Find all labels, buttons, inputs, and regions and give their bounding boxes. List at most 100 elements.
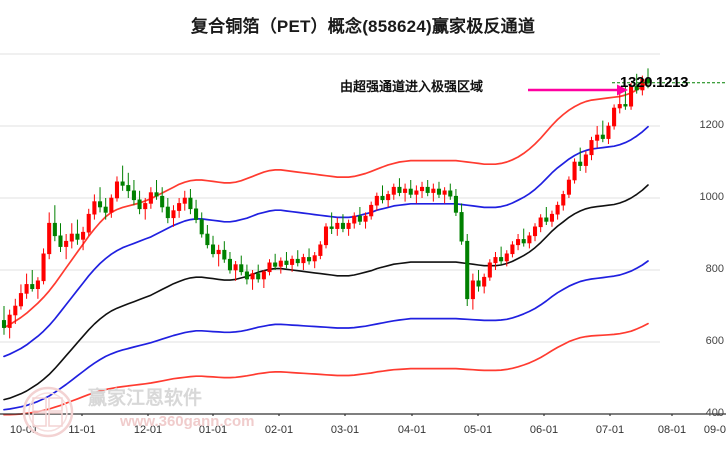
x-axis-tick-label: 07-01 <box>595 424 625 436</box>
chart-plot-area <box>0 44 726 416</box>
candlestick <box>589 136 594 161</box>
x-axis-tick-label: 02-01 <box>264 424 294 436</box>
candlestick <box>143 198 148 220</box>
candlestick <box>323 223 329 249</box>
candlestick <box>431 183 436 202</box>
candlestick <box>81 226 86 251</box>
candlestick <box>391 183 396 200</box>
candlestick <box>216 244 221 267</box>
x-axis-tick-label: 12-01 <box>133 424 163 436</box>
candlestick <box>290 255 295 272</box>
candlestick <box>583 151 588 173</box>
candlestick <box>148 187 153 209</box>
candlestick <box>425 180 430 197</box>
candlestick <box>312 252 317 269</box>
candlestick <box>436 181 442 198</box>
candlestick <box>273 253 278 270</box>
candlestick <box>544 207 549 225</box>
candlestick <box>521 228 526 247</box>
candlestick <box>295 250 300 267</box>
candlestick <box>194 199 199 224</box>
candlestick <box>527 232 532 249</box>
candlestick <box>261 270 266 288</box>
candlestick <box>329 212 334 234</box>
candlestick <box>75 219 80 245</box>
candlestick <box>555 201 560 220</box>
x-axis-tick-label: 10-01 <box>9 424 39 436</box>
candlestick <box>41 248 46 285</box>
candlestick <box>600 120 605 143</box>
candlestick <box>24 273 29 299</box>
candlestick <box>199 212 204 238</box>
candlestick <box>408 180 413 198</box>
candlestick <box>380 185 385 204</box>
x-axis-tick-label: 06-01 <box>529 424 559 436</box>
candlestick <box>188 189 193 215</box>
candlestick <box>369 201 374 220</box>
candlestick <box>120 165 125 191</box>
annotation-arrow-head-icon <box>617 84 628 96</box>
candlestick <box>499 246 504 265</box>
x-axis-tick-label: 03-01 <box>330 424 360 436</box>
candlestick <box>222 241 227 263</box>
candlestick <box>182 190 187 211</box>
x-axis-tick-label: 09-01 <box>703 424 726 436</box>
candlestick <box>244 264 249 285</box>
candlestick <box>595 126 600 148</box>
candlestick <box>210 235 216 258</box>
candlestick <box>340 214 345 233</box>
candlestick <box>318 241 323 260</box>
candlestick <box>549 210 555 227</box>
watermark-brand: 赢家江恩软件 <box>88 388 203 409</box>
watermark-seal-icon <box>22 386 74 438</box>
candlestick <box>465 234 470 306</box>
candlestick <box>346 219 351 236</box>
candlestick <box>30 270 35 292</box>
candlestick <box>403 183 408 202</box>
candlestick <box>470 273 475 310</box>
candlestick <box>640 75 645 96</box>
candlestick <box>97 187 103 213</box>
candlestick <box>516 234 521 251</box>
candlestick <box>7 309 12 339</box>
candlestick <box>126 172 131 198</box>
candlestick <box>154 180 159 200</box>
x-axis-tick-label: 04-01 <box>397 424 427 436</box>
candlestick <box>357 207 362 225</box>
last-price-label: 1320.1213 <box>620 74 689 91</box>
candlestick <box>103 198 108 220</box>
candlestick <box>177 198 182 218</box>
candlestick <box>165 198 170 224</box>
y-axis-tick-label: 1200 <box>699 119 724 131</box>
candlestick <box>612 104 617 130</box>
candlestick <box>58 223 63 252</box>
channel-band-line <box>3 125 649 358</box>
candlestick <box>566 176 571 198</box>
candlestick <box>284 252 289 269</box>
x-axis-tick-label: 05-01 <box>463 424 493 436</box>
candlestick <box>572 158 577 184</box>
candlestick <box>448 183 453 200</box>
candlestick <box>131 180 136 206</box>
candlestick <box>374 192 379 211</box>
candlestick <box>301 253 306 270</box>
candlestick <box>487 259 492 281</box>
candlestick <box>510 241 515 258</box>
candlestick <box>352 212 357 229</box>
candlestick <box>493 252 498 270</box>
candlestick <box>256 264 261 283</box>
channel-annotation-label: 由超强通道进入极强区域 <box>340 79 484 94</box>
candlestick <box>233 261 238 281</box>
candlestick <box>363 212 368 229</box>
candlestick <box>307 248 312 265</box>
x-axis-tick-label: 01-01 <box>198 424 228 436</box>
candlestick <box>250 270 255 290</box>
candlestick <box>476 270 481 292</box>
candlestick <box>1 306 7 335</box>
y-axis-tick-label: 1000 <box>699 191 724 203</box>
candlestick <box>86 208 91 236</box>
y-axis-tick-label: 600 <box>705 335 724 347</box>
candlestick <box>171 205 176 227</box>
x-axis-tick-label: 08-01 <box>657 424 687 436</box>
